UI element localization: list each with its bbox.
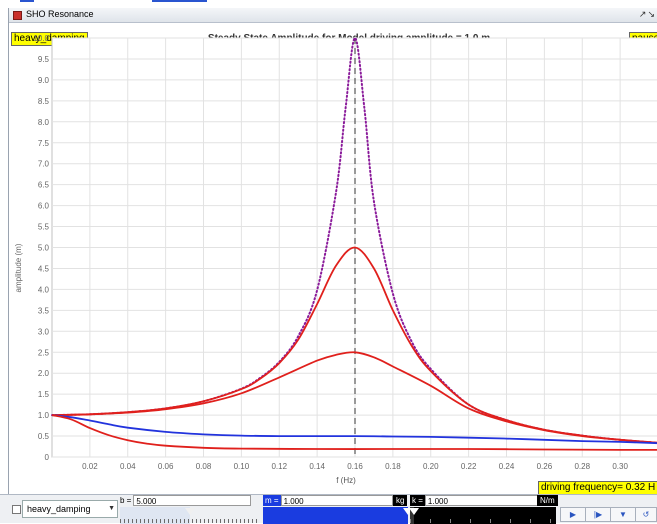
b-slider-ticks xyxy=(120,519,260,523)
m-slider-thumb[interactable] xyxy=(403,508,413,515)
m-label: m = xyxy=(263,495,281,506)
curves xyxy=(51,36,657,451)
x-tick-label: 0.10 xyxy=(234,462,250,471)
k-field: k = 1.000 xyxy=(410,495,545,506)
link-underline xyxy=(152,0,207,2)
model-select[interactable]: heavy_damping ▼ xyxy=(22,500,118,518)
x-tick-label: 0.12 xyxy=(271,462,287,471)
y-tick-label: 4.5 xyxy=(38,264,50,273)
y-tick-label: 1.0 xyxy=(38,411,50,420)
x-tick-label: 0.28 xyxy=(574,462,590,471)
b-slider-thumb[interactable] xyxy=(185,508,195,515)
y-tick-label: 2.0 xyxy=(38,369,50,378)
k-input[interactable]: 1.000 xyxy=(424,495,545,506)
y-tick-label: 9.5 xyxy=(38,55,50,64)
x-tick-label: 0.08 xyxy=(196,462,212,471)
step-button[interactable]: |▶ xyxy=(585,507,611,522)
y-tick-label: 2.5 xyxy=(38,348,50,357)
model-checkbox[interactable] xyxy=(12,505,21,514)
k-slider-ticks xyxy=(410,519,556,523)
y-tick-label: 5.5 xyxy=(38,223,50,232)
model-select-value: heavy_damping xyxy=(27,504,91,514)
x-tick-label: 0.16 xyxy=(347,462,363,471)
x-tick-label: 0.14 xyxy=(309,462,325,471)
x-ticks: 0.02 0.04 0.06 0.08 0.10 0.12 0.14 0.16 0.18 0.20… xyxy=(82,462,628,471)
y-tick-label: 3.0 xyxy=(38,327,50,336)
y-tick-label: 8.0 xyxy=(38,118,50,127)
x-tick-label: 0.24 xyxy=(499,462,515,471)
k-slider[interactable] xyxy=(409,507,556,524)
b-input[interactable]: 5.000 xyxy=(133,495,252,506)
m-unit: kg xyxy=(393,495,408,506)
play-button[interactable]: ▶ xyxy=(560,507,586,522)
menu-icon: ▼ xyxy=(619,510,627,519)
k-label: k = xyxy=(410,495,425,506)
y-tick-label: 4.0 xyxy=(38,285,50,294)
y-tick-label: 1.5 xyxy=(38,390,50,399)
sho-resonance-window: SHO Resonance ↗↘ heavy_damping Steady St… xyxy=(8,8,657,523)
link-underline xyxy=(20,0,34,2)
y-tick-label: 7.5 xyxy=(38,139,50,148)
x-tick-label: 0.06 xyxy=(158,462,174,471)
k-unit: N/m xyxy=(537,495,558,506)
menu-button[interactable]: ▼ xyxy=(610,507,636,522)
driving-frequency-tag: driving frequency= 0.32 H xyxy=(538,481,657,495)
x-tick-label: 0.20 xyxy=(423,462,439,471)
x-tick-label: 0.04 xyxy=(120,462,136,471)
y-tick-label: 7.0 xyxy=(38,160,50,169)
y-tick-label: 9.0 xyxy=(38,76,50,85)
x-axis-label: f (Hz) xyxy=(336,476,356,485)
x-tick-label: 0.30 xyxy=(612,462,628,471)
m-slider-fill xyxy=(263,507,408,524)
window-titlebar: SHO Resonance ↗↘ xyxy=(9,8,657,23)
y-tick-label: 3.5 xyxy=(38,306,50,315)
window-controls[interactable]: ↗↘ xyxy=(638,9,656,19)
step-icon: |▶ xyxy=(593,510,603,519)
window-title: SHO Resonance xyxy=(26,9,94,19)
amplitude-plot[interactable]: 0 0.5 1.0 1.5 2.0 2.5 3.0 3.5 4.0 4.5 5.0 5.5 6.0 6.5… xyxy=(9,8,657,494)
chevron-down-icon: ▼ xyxy=(108,505,115,512)
y-tick-label: 10.0 xyxy=(33,34,49,43)
x-tick-label: 0.02 xyxy=(82,462,98,471)
m-input[interactable]: 1.000 xyxy=(280,495,393,506)
m-field: m = 1.000 xyxy=(263,495,393,506)
control-panel: heavy_damping ▼ b = 5.000 m = 1.000 kg k =… xyxy=(0,494,657,524)
m-slider[interactable] xyxy=(263,507,413,524)
y-tick-label: 5.0 xyxy=(38,244,50,253)
x-tick-label: 0.22 xyxy=(461,462,477,471)
y-tick-label: 8.5 xyxy=(38,97,50,106)
amplitude-curve-3 xyxy=(51,414,657,445)
amplitude-curve-2 xyxy=(51,351,657,444)
browser-strip xyxy=(0,0,657,8)
reset-icon: ↺ xyxy=(642,510,650,519)
k-slider-fill xyxy=(410,507,415,524)
y-tick-label: 6.5 xyxy=(38,181,50,190)
b-label: b = xyxy=(120,496,132,505)
x-tick-label: 0.18 xyxy=(385,462,401,471)
app-icon xyxy=(13,11,22,20)
b-slider[interactable] xyxy=(120,507,260,524)
amplitude-curve-4 xyxy=(51,414,657,451)
y-ticks: 0 0.5 1.0 1.5 2.0 2.5 3.0 3.5 4.0 4.5 5.0 5.5 6.0 6.5… xyxy=(33,34,49,462)
x-tick-label: 0.26 xyxy=(537,462,553,471)
k-slider-thumb[interactable] xyxy=(409,508,420,515)
play-icon: ▶ xyxy=(569,510,577,519)
grid xyxy=(52,37,657,458)
reset-button[interactable]: ↺ xyxy=(635,507,657,522)
y-tick-label: 0 xyxy=(45,453,50,462)
b-field: b = 5.000 xyxy=(118,495,252,506)
y-tick-label: 0.5 xyxy=(38,432,50,441)
y-axis-label: amplitude (m) xyxy=(14,243,23,292)
y-tick-label: 6.0 xyxy=(38,202,50,211)
